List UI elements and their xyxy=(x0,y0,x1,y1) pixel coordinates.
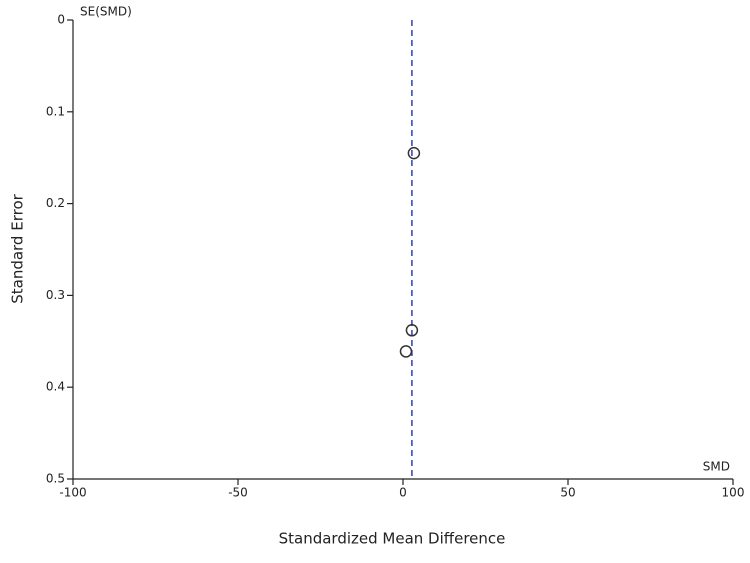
x-tick-label: 0 xyxy=(399,486,407,500)
x-tick-label: -50 xyxy=(228,486,248,500)
y-tick-label: 0.5 xyxy=(46,472,65,486)
y-tick-label: 0.2 xyxy=(46,196,65,210)
point xyxy=(399,345,413,358)
x-tick-label: 100 xyxy=(722,486,745,500)
y-tick-label: 0.3 xyxy=(46,288,65,302)
point xyxy=(407,146,421,160)
x-tick-label: -100 xyxy=(59,486,86,500)
x-tick-label: 50 xyxy=(560,486,575,500)
y-tick-label: 0.4 xyxy=(46,380,65,394)
y-tick-label: 0 xyxy=(57,13,65,27)
point xyxy=(405,324,419,337)
y-axis-title: Standard Error xyxy=(9,193,27,303)
y-tick-label: 0.1 xyxy=(46,104,65,118)
y-axis-name: SE(SMD) xyxy=(80,5,132,19)
x-axis-title: Standardized Mean Difference xyxy=(279,530,506,548)
x-axis-name: SMD xyxy=(703,460,730,474)
